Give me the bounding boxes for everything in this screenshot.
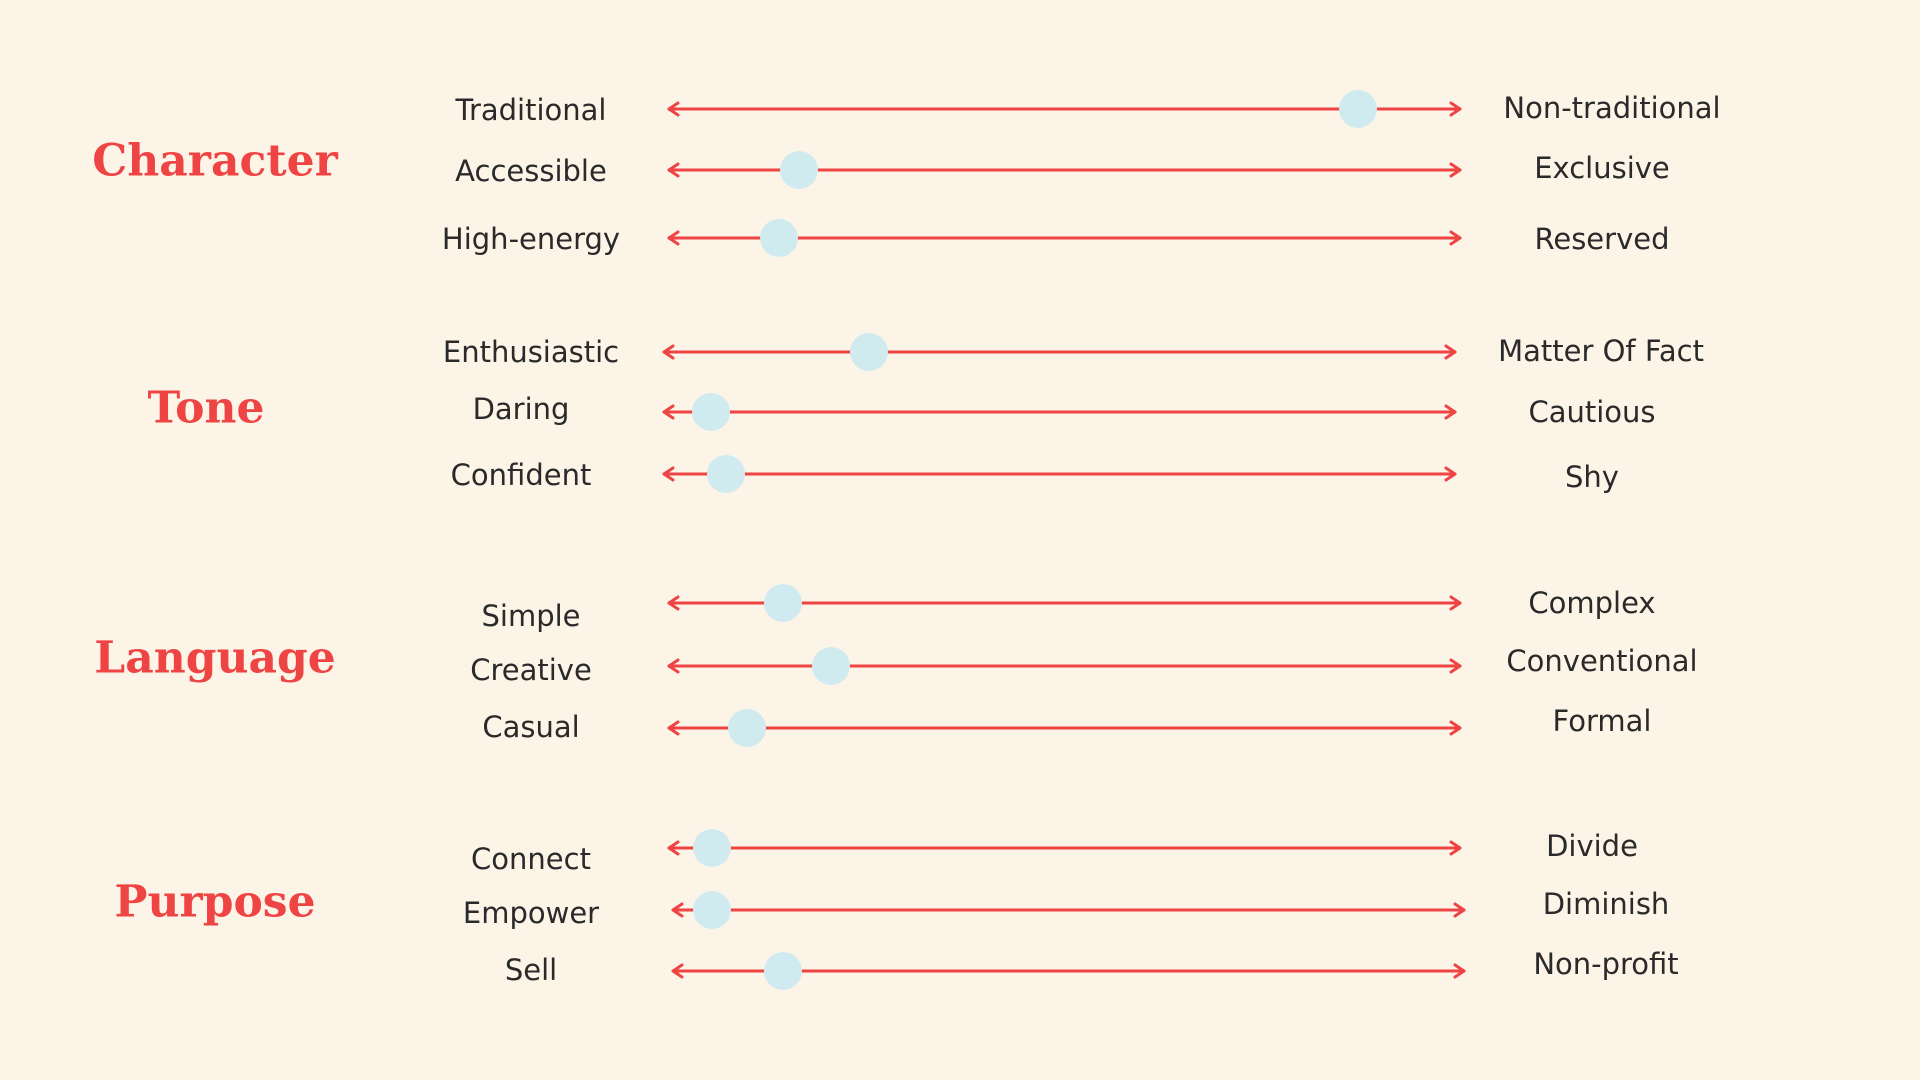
group-title-character: Character [92, 135, 338, 187]
arrow-right-icon [1444, 466, 1457, 482]
row-right-label: Exclusive [1534, 151, 1670, 185]
arrow-left-icon [662, 344, 675, 360]
row-right-label: Formal [1552, 704, 1652, 738]
slider-knob[interactable] [764, 952, 803, 990]
row-right-label: Diminish [1542, 887, 1670, 921]
row-left-label: Connect [471, 842, 591, 876]
arrow-left-icon [671, 963, 684, 979]
spectrum-slider[interactable] [667, 89, 1462, 129]
arrow-left-icon [671, 902, 684, 918]
arrow-right-icon [1449, 658, 1462, 674]
arrow-left-icon [667, 101, 680, 117]
arrow-track [662, 344, 1457, 360]
arrow-left-icon [662, 404, 675, 420]
row-left-label: Accessible [455, 154, 607, 188]
spectrum-slider[interactable] [662, 392, 1457, 432]
spectrum-slider[interactable] [667, 828, 1462, 868]
row-right-label: Matter Of Fact [1498, 334, 1704, 368]
arrow-track [671, 902, 1466, 918]
row-right-label: Divide [1546, 829, 1638, 863]
slider-knob[interactable] [763, 584, 802, 622]
row-right-label: Non-profit [1533, 947, 1679, 981]
slider-knob[interactable] [728, 709, 767, 747]
slider-knob[interactable] [692, 829, 731, 867]
arrow-left-icon [667, 230, 680, 246]
arrow-right-icon [1449, 162, 1462, 178]
slider-knob[interactable] [779, 151, 818, 189]
row-left-label: Enthusiastic [442, 335, 620, 369]
slider-knob[interactable] [760, 219, 799, 257]
arrow-right-icon [1449, 101, 1462, 117]
row-left-label: Confident [450, 458, 592, 492]
spectrum-slider[interactable] [667, 150, 1462, 190]
arrow-track [667, 658, 1462, 674]
arrow-left-icon [667, 162, 680, 178]
spectrum-slider[interactable] [671, 951, 1466, 991]
slider-knob[interactable] [692, 891, 731, 929]
row-right-label: Cautious [1528, 395, 1656, 429]
arrow-right-icon [1449, 720, 1462, 736]
row-left-label: Daring [472, 392, 570, 426]
arrow-right-icon [1444, 404, 1457, 420]
arrow-track [667, 720, 1462, 736]
spectrum-slider[interactable] [667, 583, 1462, 623]
spectrum-slider[interactable] [667, 218, 1462, 258]
spectrum-slider[interactable] [667, 646, 1462, 686]
arrow-right-icon [1453, 963, 1466, 979]
row-right-label: Shy [1565, 460, 1619, 494]
arrow-right-icon [1449, 595, 1462, 611]
row-left-label: Creative [470, 653, 592, 687]
arrow-left-icon [662, 466, 675, 482]
arrow-track [662, 404, 1457, 420]
row-left-label: Simple [481, 599, 581, 633]
group-title-language: Language [94, 632, 336, 684]
arrow-right-icon [1444, 344, 1457, 360]
spectrum-slider[interactable] [662, 454, 1457, 494]
row-right-label: Conventional [1506, 644, 1698, 678]
spectrum-slider[interactable] [671, 890, 1466, 930]
row-left-label: High-energy [441, 222, 621, 256]
arrow-right-icon [1453, 902, 1466, 918]
spectrum-slider[interactable] [662, 332, 1457, 372]
arrow-left-icon [667, 595, 680, 611]
arrow-left-icon [667, 840, 680, 856]
row-left-label: Empower [462, 896, 600, 930]
arrow-left-icon [667, 720, 680, 736]
row-right-label: Non-traditional [1503, 91, 1721, 125]
arrow-left-icon [667, 658, 680, 674]
row-right-label: Complex [1528, 586, 1656, 620]
row-left-label: Sell [504, 953, 558, 987]
arrow-right-icon [1449, 840, 1462, 856]
spectrum-slider[interactable] [667, 708, 1462, 748]
slider-knob[interactable] [691, 393, 730, 431]
row-left-label: Casual [482, 710, 580, 744]
arrow-track [667, 230, 1462, 246]
group-title-purpose: Purpose [114, 876, 316, 928]
arrow-track [671, 963, 1466, 979]
slider-knob[interactable] [850, 333, 889, 371]
arrow-track [662, 466, 1457, 482]
row-right-label: Reserved [1534, 222, 1670, 256]
row-left-label: Traditional [455, 93, 607, 127]
arrow-track [667, 101, 1462, 117]
slider-knob[interactable] [707, 455, 746, 493]
group-title-tone: Tone [147, 382, 265, 434]
arrow-track [667, 840, 1462, 856]
slider-knob[interactable] [811, 647, 850, 685]
arrow-right-icon [1449, 230, 1462, 246]
slider-knob[interactable] [1338, 90, 1377, 128]
